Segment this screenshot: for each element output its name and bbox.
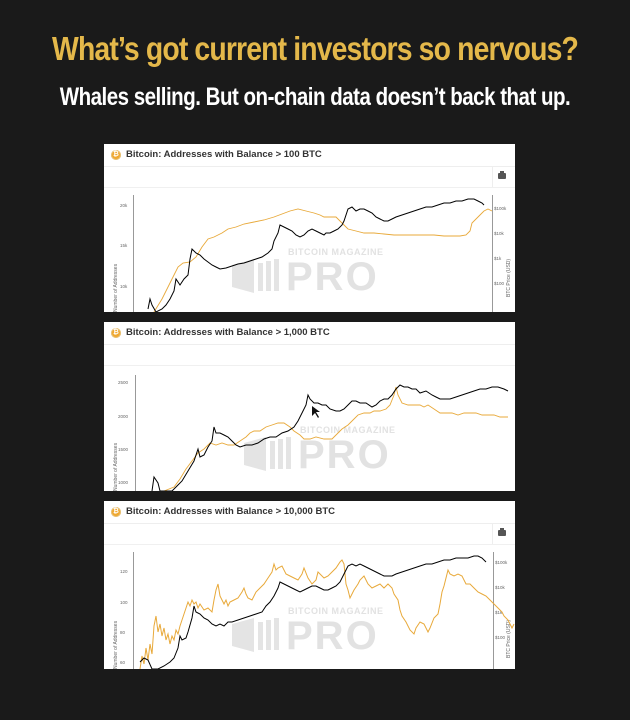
chart-panel-10000-btc: ₿ Bitcoin: Addresses with Balance > 10,0… [104, 501, 515, 669]
watermark-text: BITCOIN MAGAZINE [300, 425, 396, 435]
chart-panel-1000-btc: ₿ Bitcoin: Addresses with Balance > 1,00… [104, 322, 515, 491]
bitcoin-icon: ₿ [111, 328, 121, 338]
camera-icon[interactable] [498, 528, 506, 536]
y-tick: 2500 [118, 380, 129, 385]
chart-title: Bitcoin: Addresses with Balance > 1,000 … [126, 327, 330, 338]
y-tick: 60 [120, 660, 126, 665]
watermark-pro: PRO [286, 614, 379, 658]
y-tick: 15k [120, 243, 128, 248]
chart-plot-area: Number of Addresses 2500 2000 1500 1000 … [104, 365, 515, 491]
panel-header: ₿ Bitcoin: Addresses with Balance > 100 … [104, 144, 515, 167]
chart-title: Bitcoin: Addresses with Balance > 10,000… [126, 506, 335, 517]
watermark-logo-icon [232, 618, 279, 652]
panel-header: ₿ Bitcoin: Addresses with Balance > 10,0… [104, 501, 515, 524]
watermark-text: BITCOIN MAGAZINE [288, 247, 384, 257]
y-tick: 120 [120, 569, 128, 574]
chart-plot-area: Number of Addresses BTC Price (USD) 120 … [104, 544, 515, 669]
y-tick-right: $100 [494, 281, 505, 286]
y-tick: 1000 [118, 480, 129, 485]
chart-lines [139, 555, 515, 669]
chart-toolbar [104, 345, 515, 366]
chart-title: Bitcoin: Addresses with Balance > 100 BT… [126, 149, 322, 160]
y-tick: 80 [120, 630, 126, 635]
mouse-cursor [312, 406, 320, 418]
right-axis [493, 552, 494, 669]
camera-icon[interactable] [498, 171, 506, 179]
y-tick-right: $10k [495, 585, 505, 590]
headline: What’s got current investors so nervous? [52, 30, 579, 67]
y-tick-right: $1k [495, 610, 503, 615]
watermark-pro: PRO [298, 433, 391, 477]
toolbar-divider [492, 167, 493, 187]
y-tick: 100 [120, 600, 128, 605]
chart-toolbar [104, 167, 515, 188]
chart-lines [147, 198, 493, 312]
watermark-pro: PRO [286, 255, 379, 299]
right-axis [492, 195, 493, 312]
subheadline: Whales selling. But on-chain data doesn’… [59, 83, 571, 111]
toolbar-divider [492, 524, 493, 544]
y-tick-right: $10k [494, 231, 504, 236]
y-tick-right: $100k [494, 206, 507, 211]
bitcoin-icon: ₿ [111, 507, 121, 517]
chart-panel-100-btc: ₿ Bitcoin: Addresses with Balance > 100 … [104, 144, 515, 312]
y-tick: 1500 [118, 447, 129, 452]
chart-toolbar [104, 524, 515, 545]
left-axis [135, 375, 136, 491]
y-tick: 20k [120, 203, 128, 208]
left-axis [133, 195, 134, 312]
y-tick-right: $100k [495, 560, 508, 565]
watermark-logo-icon [232, 259, 279, 293]
y-tick: 10k [120, 284, 128, 289]
bitcoin-icon: ₿ [111, 150, 121, 160]
y-tick: 2000 [118, 414, 129, 419]
y-tick-right: $100 [495, 635, 506, 640]
y-tick-right: $1k [494, 256, 502, 261]
chart-lines [151, 384, 509, 491]
left-axis [133, 552, 134, 669]
watermark-text: BITCOIN MAGAZINE [288, 606, 384, 616]
panel-header: ₿ Bitcoin: Addresses with Balance > 1,00… [104, 322, 515, 345]
chart-plot-area: Number of Addresses BTC Price (USD) 20k … [104, 187, 515, 312]
